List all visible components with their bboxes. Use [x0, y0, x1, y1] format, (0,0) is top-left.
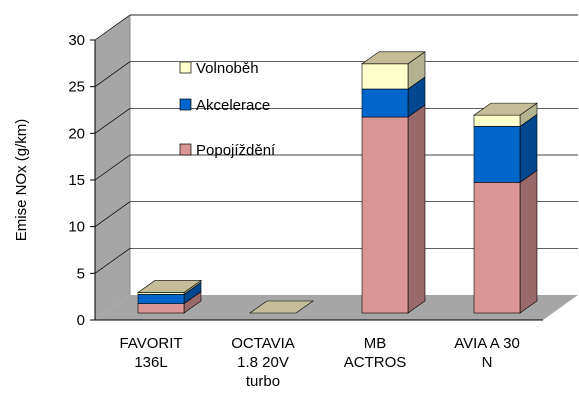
x-tick-label: AVIA A 30 N: [454, 335, 520, 371]
grid-line: [94, 154, 131, 181]
legend-swatch: [179, 143, 192, 156]
y-tick-label: 5: [77, 265, 85, 282]
x-tick-label: MB ACTROS: [344, 335, 407, 371]
bar-segment: [137, 303, 185, 314]
legend-label: Akcelerace: [196, 97, 270, 114]
y-tick-label: 0: [77, 312, 85, 329]
bar-side: [519, 169, 538, 314]
bar-side: [407, 104, 426, 314]
legend-swatch: [179, 61, 192, 74]
y-tick-label: 20: [68, 125, 85, 142]
y-tick-label: 25: [68, 79, 85, 96]
y-tick-label: 10: [68, 219, 85, 236]
x-tick-label: OCTAVIA 1.8 20V turbo: [231, 335, 295, 390]
legend-swatch: [179, 98, 192, 111]
grid-line: [94, 61, 131, 87]
bar-segment: [361, 63, 409, 90]
legend-label: Popojíždění: [196, 142, 276, 159]
bar-top: [361, 51, 426, 65]
x-tick-label: FAVORIT 136L: [119, 335, 182, 371]
y-tick-label: 30: [68, 32, 85, 49]
grid-line: [94, 248, 131, 274]
grid-line: [94, 201, 131, 227]
bar-segment: [473, 114, 521, 127]
bar-segment: [361, 116, 409, 314]
bar-segment: [473, 182, 521, 314]
legend-label: Volnoběh: [196, 60, 259, 77]
floor: [95, 295, 578, 320]
bar-segment: [137, 294, 185, 304]
grid-line: [94, 108, 131, 134]
y-axis-label: Emise NOx (g/km): [13, 119, 30, 242]
bar-segment: [361, 88, 409, 118]
bar-top: [137, 280, 202, 293]
grid-line: [94, 14, 131, 41]
bar-top: [249, 300, 314, 314]
bar-top: [473, 102, 538, 116]
y-tick-label: 15: [68, 172, 85, 189]
bar-segment: [473, 126, 521, 183]
